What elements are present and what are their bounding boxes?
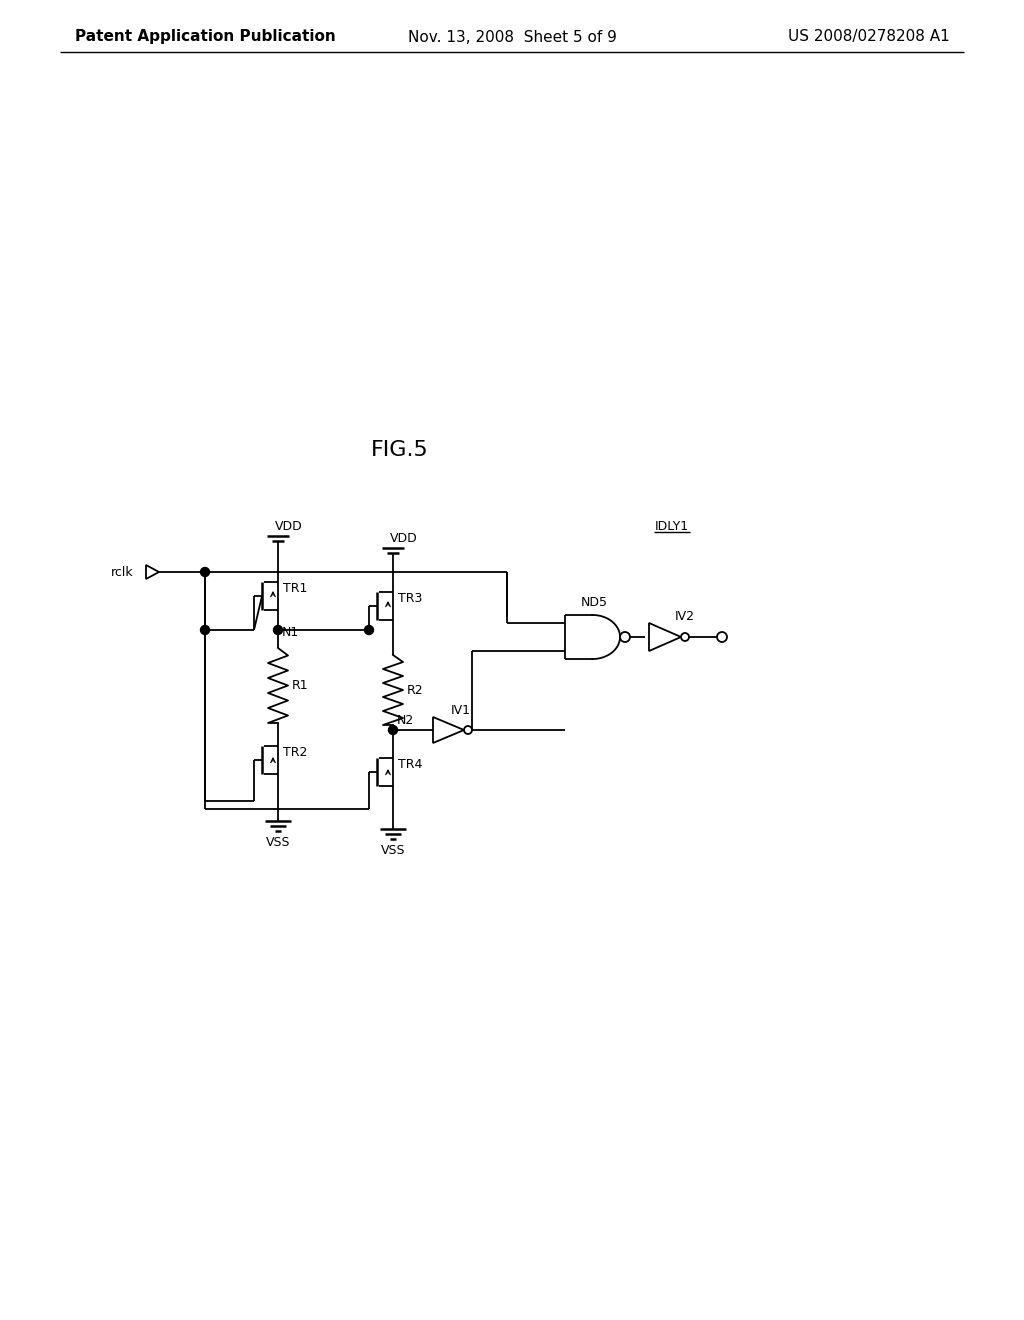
- Text: Patent Application Publication: Patent Application Publication: [75, 29, 336, 45]
- Circle shape: [388, 726, 397, 734]
- Text: TR4: TR4: [398, 758, 422, 771]
- Text: VDD: VDD: [275, 520, 303, 532]
- Circle shape: [273, 626, 283, 635]
- Text: TR1: TR1: [283, 582, 307, 594]
- Text: rclk: rclk: [111, 565, 133, 578]
- Circle shape: [201, 626, 210, 635]
- Circle shape: [201, 568, 210, 577]
- Text: N2: N2: [397, 714, 415, 726]
- Text: IV1: IV1: [451, 704, 471, 717]
- Circle shape: [365, 626, 374, 635]
- Text: R1: R1: [292, 678, 308, 692]
- Text: TR2: TR2: [283, 746, 307, 759]
- Text: ND5: ND5: [581, 597, 608, 610]
- Text: VDD: VDD: [390, 532, 418, 544]
- Text: IV2: IV2: [675, 610, 695, 623]
- Text: FIG.5: FIG.5: [371, 440, 429, 459]
- Text: Nov. 13, 2008  Sheet 5 of 9: Nov. 13, 2008 Sheet 5 of 9: [408, 29, 616, 45]
- Text: N1: N1: [282, 627, 299, 639]
- Text: US 2008/0278208 A1: US 2008/0278208 A1: [788, 29, 950, 45]
- Text: VSS: VSS: [266, 836, 290, 849]
- Text: R2: R2: [407, 684, 424, 697]
- Text: TR3: TR3: [398, 591, 422, 605]
- Text: IDLY1: IDLY1: [655, 520, 689, 532]
- Text: VSS: VSS: [381, 843, 406, 857]
